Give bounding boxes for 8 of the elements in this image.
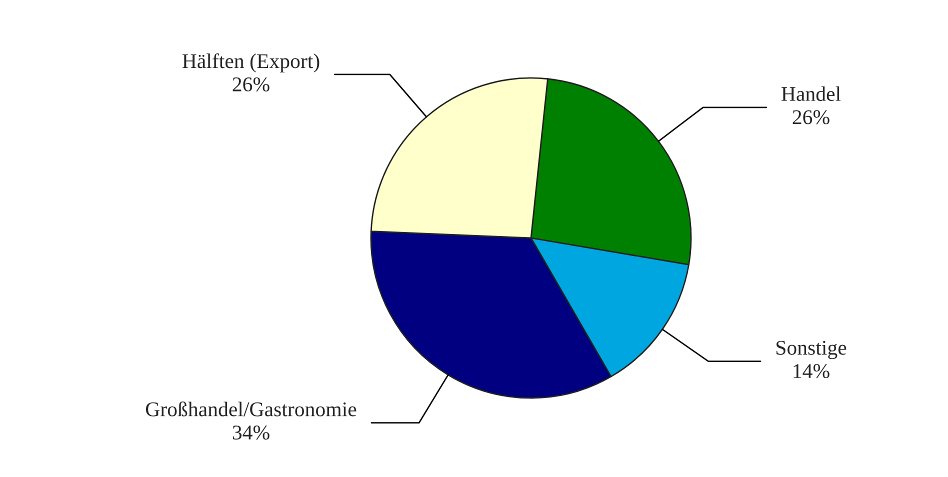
slice-label: Großhandel/Gastronomie bbox=[146, 401, 356, 416]
slice-label: Handel bbox=[782, 86, 841, 102]
slice-label: Sonstige bbox=[776, 340, 846, 360]
data-label: 34% bbox=[232, 426, 270, 440]
data-label: 26% bbox=[792, 110, 830, 124]
data-label: 14% bbox=[794, 364, 830, 378]
slice-label: Hälften (Export) bbox=[182, 53, 320, 72]
data-label: 26% bbox=[232, 77, 270, 92]
